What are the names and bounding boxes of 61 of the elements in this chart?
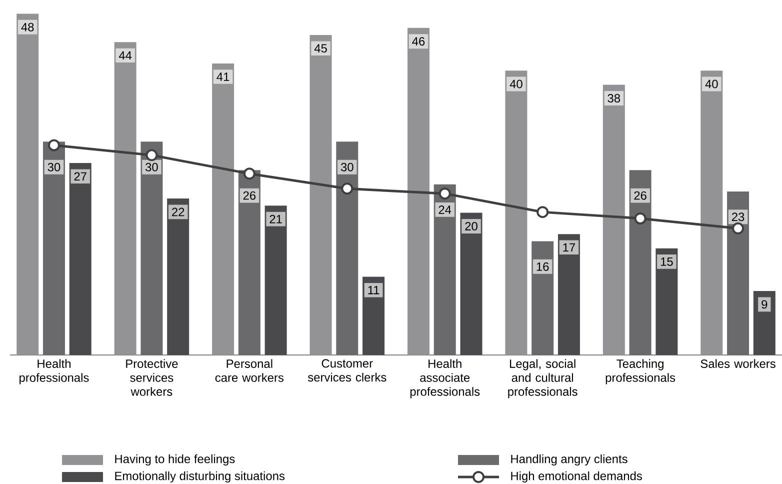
data-label: 46 [412, 37, 425, 46]
point [243, 168, 256, 180]
point [438, 188, 451, 200]
bar [505, 70, 528, 355]
legend-label: Handling angry clients [511, 454, 628, 466]
x-tick-label: Health associate professionals [410, 359, 480, 398]
data-label: 40 [510, 80, 522, 88]
x-tick-label: Personal care workers [215, 359, 284, 382]
point [634, 212, 646, 224]
bar [212, 63, 234, 355]
bar [114, 42, 136, 355]
x-tick-label: Health professionals [20, 359, 89, 384]
bar [558, 234, 580, 355]
legend-label: High emotional demands [511, 471, 642, 483]
x-tick-label: Teaching professionals [606, 359, 676, 384]
data-label: 11 [368, 286, 380, 294]
data-label: 44 [118, 51, 132, 60]
bar [264, 206, 287, 355]
data-label: 27 [74, 172, 86, 181]
data-label: 24 [438, 206, 452, 214]
data-label: 15 [660, 258, 673, 266]
data-label: 20 [465, 222, 478, 230]
data-label: 40 [705, 80, 718, 88]
bar [167, 198, 190, 355]
data-label: 26 [243, 191, 256, 200]
bar [460, 212, 482, 355]
data-label: 48 [21, 22, 34, 32]
data-label: 41 [216, 72, 230, 81]
point [341, 182, 354, 195]
data-label: 30 [340, 162, 354, 172]
bar [700, 70, 723, 355]
point [48, 139, 60, 152]
bar [140, 142, 163, 355]
data-label: 26 [634, 191, 646, 200]
bar [69, 163, 92, 355]
legend-label: Emotionally disturbing situations [115, 471, 285, 483]
legend-label: Having to hide feelings [115, 454, 235, 466]
x-tick-label: Sales workers [700, 359, 776, 368]
bar [407, 28, 430, 355]
data-label: 23 [732, 212, 744, 222]
data-label: 16 [536, 262, 549, 271]
data-label: 9 [762, 300, 768, 309]
bar [238, 170, 260, 355]
bar [42, 142, 65, 355]
bar [602, 84, 625, 355]
data-label: 17 [563, 243, 576, 252]
data-label: 30 [146, 162, 158, 172]
data-label: 45 [314, 44, 327, 53]
data-label: 21 [270, 214, 282, 224]
x-tick-label: Customer services clerks [308, 359, 386, 382]
data-label: 30 [48, 162, 60, 172]
x-tick-label: Legal, social and cultural professionals [508, 359, 578, 398]
bar [310, 35, 332, 355]
data-label: 22 [172, 208, 184, 216]
point [146, 149, 158, 162]
point [536, 206, 549, 218]
bar [16, 14, 39, 355]
x-tick-label: Protective services workers [126, 359, 178, 396]
point [732, 222, 744, 234]
data-label: 38 [608, 94, 620, 102]
bar [336, 142, 358, 355]
